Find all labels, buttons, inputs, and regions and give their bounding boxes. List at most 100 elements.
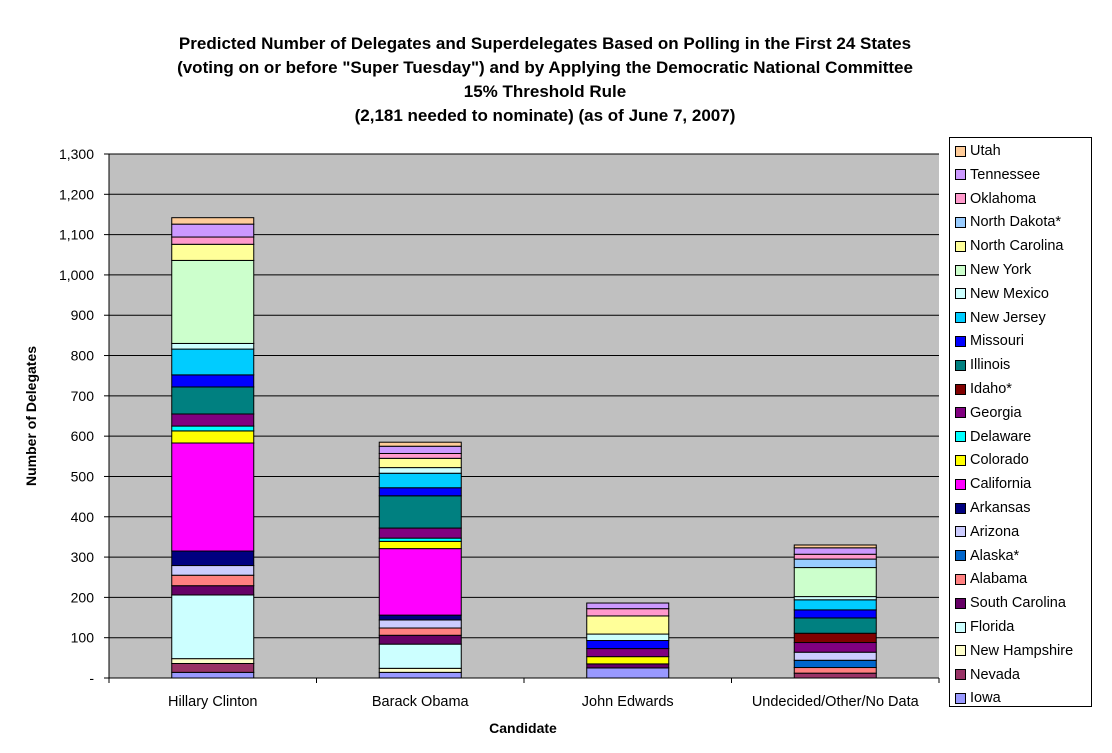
bar-segment — [171, 658, 255, 664]
bar-segment — [171, 348, 255, 376]
bar-segment — [793, 558, 877, 569]
bar-segment — [378, 445, 462, 454]
bars — [171, 217, 877, 679]
legend-label: Alaska* — [970, 547, 1020, 564]
bar-segment — [793, 672, 877, 679]
legend-label: Arkansas — [970, 500, 1031, 516]
bar-segment — [378, 671, 462, 679]
legend-item: California — [955, 474, 1031, 494]
x-tick-label: Undecided/Other/No Data — [752, 694, 920, 710]
legend-item: New Mexico — [955, 284, 1049, 304]
legend-label: Oklahoma — [970, 190, 1037, 207]
bar-segment — [171, 236, 255, 245]
legend-item: Utah — [955, 141, 1001, 161]
legend-swatch — [955, 692, 966, 704]
legend-label: Delaware — [970, 428, 1032, 445]
legend-item: Arkansas — [955, 498, 1030, 518]
legend-swatch — [955, 335, 966, 347]
x-tick-label: Barack Obama — [372, 694, 470, 710]
bar-segment — [793, 567, 877, 598]
legend-swatch — [955, 645, 966, 657]
bar-segment — [171, 565, 255, 576]
bar-segment — [586, 608, 670, 617]
legend-item: Illinois — [955, 355, 1010, 375]
bar-segment — [171, 594, 255, 660]
legend-swatch — [955, 264, 966, 276]
y-tick-label: 600 — [71, 428, 95, 444]
legend-swatch — [955, 145, 966, 157]
y-tick-label: 900 — [71, 307, 95, 323]
x-axis-label: Candidate — [489, 720, 557, 736]
legend-item: Colorado — [955, 450, 1029, 470]
legend-swatch — [955, 240, 966, 252]
bar-segment — [378, 457, 462, 469]
bar-segment — [171, 386, 255, 415]
y-tick-label: 1,200 — [59, 186, 94, 202]
bar-segment — [171, 550, 255, 567]
legend-label: Colorado — [970, 452, 1029, 469]
legend-item: New Jersey — [955, 308, 1046, 328]
legend-swatch — [955, 597, 966, 609]
y-tick-label: - — [89, 670, 94, 686]
legend-label: Florida — [970, 619, 1015, 635]
legend-item: New Hampshire — [955, 641, 1073, 661]
bar-segment — [171, 243, 255, 261]
bar-segment — [171, 574, 255, 587]
chart-title-line: (2,181 needed to nominate) (as of June 7… — [354, 106, 736, 125]
bar-segment — [171, 413, 255, 427]
legend-swatch — [955, 312, 966, 324]
legend-swatch — [955, 454, 966, 466]
bar-segment — [793, 617, 877, 634]
legend-swatch — [955, 526, 966, 538]
bar-segment — [793, 599, 877, 611]
bar-segment — [171, 430, 255, 444]
legend-swatch — [955, 169, 966, 181]
legend-item: Alaska* — [955, 546, 1019, 566]
bar-segment — [586, 648, 670, 658]
bar-segment — [793, 659, 877, 669]
legend-swatch — [955, 573, 966, 585]
legend-label: New Mexico — [970, 285, 1049, 302]
legend-item: Idaho* — [955, 379, 1012, 399]
bar-segment — [793, 632, 877, 644]
chart-title-line: 15% Threshold Rule — [463, 82, 627, 101]
y-tick-label: 400 — [71, 509, 95, 525]
legend-label: Nevada — [970, 666, 1020, 683]
y-tick-label: 100 — [71, 630, 95, 646]
legend-label: North Dakota* — [970, 214, 1062, 231]
bar-segment — [378, 452, 462, 459]
chart-title-line: Predicted Number of Delegates and Superd… — [178, 34, 912, 53]
legend-label: South Carolina — [970, 595, 1066, 612]
bar-segment — [171, 442, 255, 552]
legend-swatch — [955, 550, 966, 562]
bar-segment — [586, 615, 670, 635]
bar-segment — [171, 223, 255, 238]
bar-segment — [171, 662, 255, 673]
y-tick-label: 200 — [71, 589, 95, 605]
bar-segment — [586, 640, 670, 650]
legend-label: Arizona — [970, 523, 1020, 540]
x-tick-label: John Edwards — [582, 694, 674, 710]
legend-swatch — [955, 359, 966, 371]
legend-item: Delaware — [955, 427, 1031, 447]
legend-label: Georgia — [970, 404, 1022, 421]
legend-item: Alabama — [955, 569, 1027, 589]
bar-segment — [378, 467, 462, 474]
bar-segment — [793, 553, 877, 560]
bar-segment — [793, 547, 877, 555]
bar-segment — [378, 441, 462, 447]
y-tick-label: 300 — [71, 549, 95, 565]
bar-segment — [378, 614, 462, 621]
y-ticks: - 100 200 300 400 500 600 700 800 900 1,000 1,100 1,… — [59, 146, 109, 686]
bar-segment — [586, 633, 670, 642]
legend-item: North Dakota* — [955, 212, 1061, 232]
legend-label: Illinois — [970, 357, 1011, 374]
bar-segment — [378, 548, 462, 616]
bar-segment — [378, 495, 462, 529]
bar-segment — [171, 259, 255, 344]
bar-segment — [171, 374, 255, 388]
bar-segment — [586, 663, 670, 669]
y-tick-label: 800 — [71, 348, 95, 364]
chart-title-line: (voting on or before "Super Tuesday") an… — [177, 58, 913, 77]
